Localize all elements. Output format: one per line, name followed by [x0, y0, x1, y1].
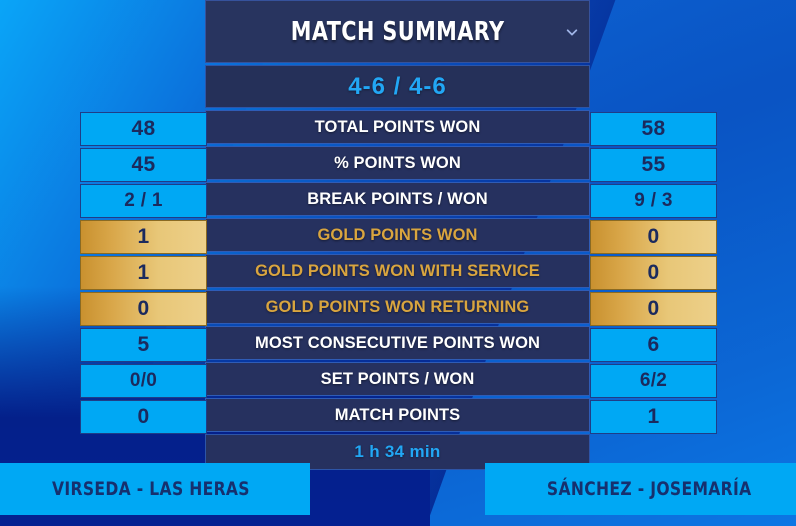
stat-value-right: 55	[590, 148, 717, 182]
stat-value-left: 1	[80, 220, 207, 254]
stat-value-right: 1	[590, 400, 717, 434]
stat-value-left: 0	[80, 292, 207, 326]
stat-value-right: 6/2	[590, 364, 717, 398]
page-title: MATCH SUMMARY	[290, 16, 505, 47]
stat-value-left: 45	[80, 148, 207, 182]
stat-label: MOST CONSECUTIVE POINTS WON	[205, 326, 590, 360]
stat-value-left: 1	[80, 256, 207, 290]
stats-panel: MATCH SUMMARY 4-6 / 4-6 TOTAL POINTS WON…	[205, 0, 590, 470]
stat-value-left: 5	[80, 328, 207, 362]
stat-label: SET POINTS / WON	[205, 362, 590, 396]
stat-label: GOLD POINTS WON	[205, 218, 590, 252]
stat-value-right: 0	[590, 256, 717, 290]
panel-header[interactable]: MATCH SUMMARY	[205, 0, 590, 63]
set-score: 4-6 / 4-6	[348, 72, 447, 100]
stat-label-column: TOTAL POINTS WON% POINTS WON BREAK POINTS…	[205, 110, 590, 432]
stat-label: GOLD POINTS WON RETURNING	[205, 290, 590, 324]
stat-value-left: 0/0	[80, 364, 207, 398]
team-name-right: SÁNCHEZ - JOSEMARÍA	[547, 478, 752, 500]
stat-value-left: 2 / 1	[80, 184, 207, 218]
chevron-down-icon[interactable]	[565, 25, 579, 39]
stat-value-right: 0	[590, 292, 717, 326]
left-team-values-column: 48 45 2 / 1 1 1 0 5 0/0 0	[80, 110, 207, 434]
stat-value-right: 58	[590, 112, 717, 146]
stat-value-right: 0	[590, 220, 717, 254]
team-name-left: VIRSEDA - LAS HERAS	[52, 478, 250, 500]
set-score-band: 4-6 / 4-6	[205, 65, 590, 108]
stat-label: TOTAL POINTS WON	[205, 110, 590, 144]
stat-label: % POINTS WON	[205, 146, 590, 180]
stat-label: BREAK POINTS / WON	[205, 182, 590, 216]
team-nameplate-left[interactable]: VIRSEDA - LAS HERAS	[0, 463, 310, 515]
stat-value-right: 6	[590, 328, 717, 362]
stat-value-left: 48	[80, 112, 207, 146]
stat-label: MATCH POINTS	[205, 398, 590, 432]
stat-value-right: 9 / 3	[590, 184, 717, 218]
stat-value-left: 0	[80, 400, 207, 434]
team-nameplate-right[interactable]: SÁNCHEZ - JOSEMARÍA	[485, 463, 796, 515]
stat-label: GOLD POINTS WON WITH SERVICE	[205, 254, 590, 288]
match-duration: 1 h 34 min	[354, 442, 441, 461]
right-team-values-column: 58 55 9 / 3 0 0 0 6 6/2 1	[590, 110, 717, 434]
